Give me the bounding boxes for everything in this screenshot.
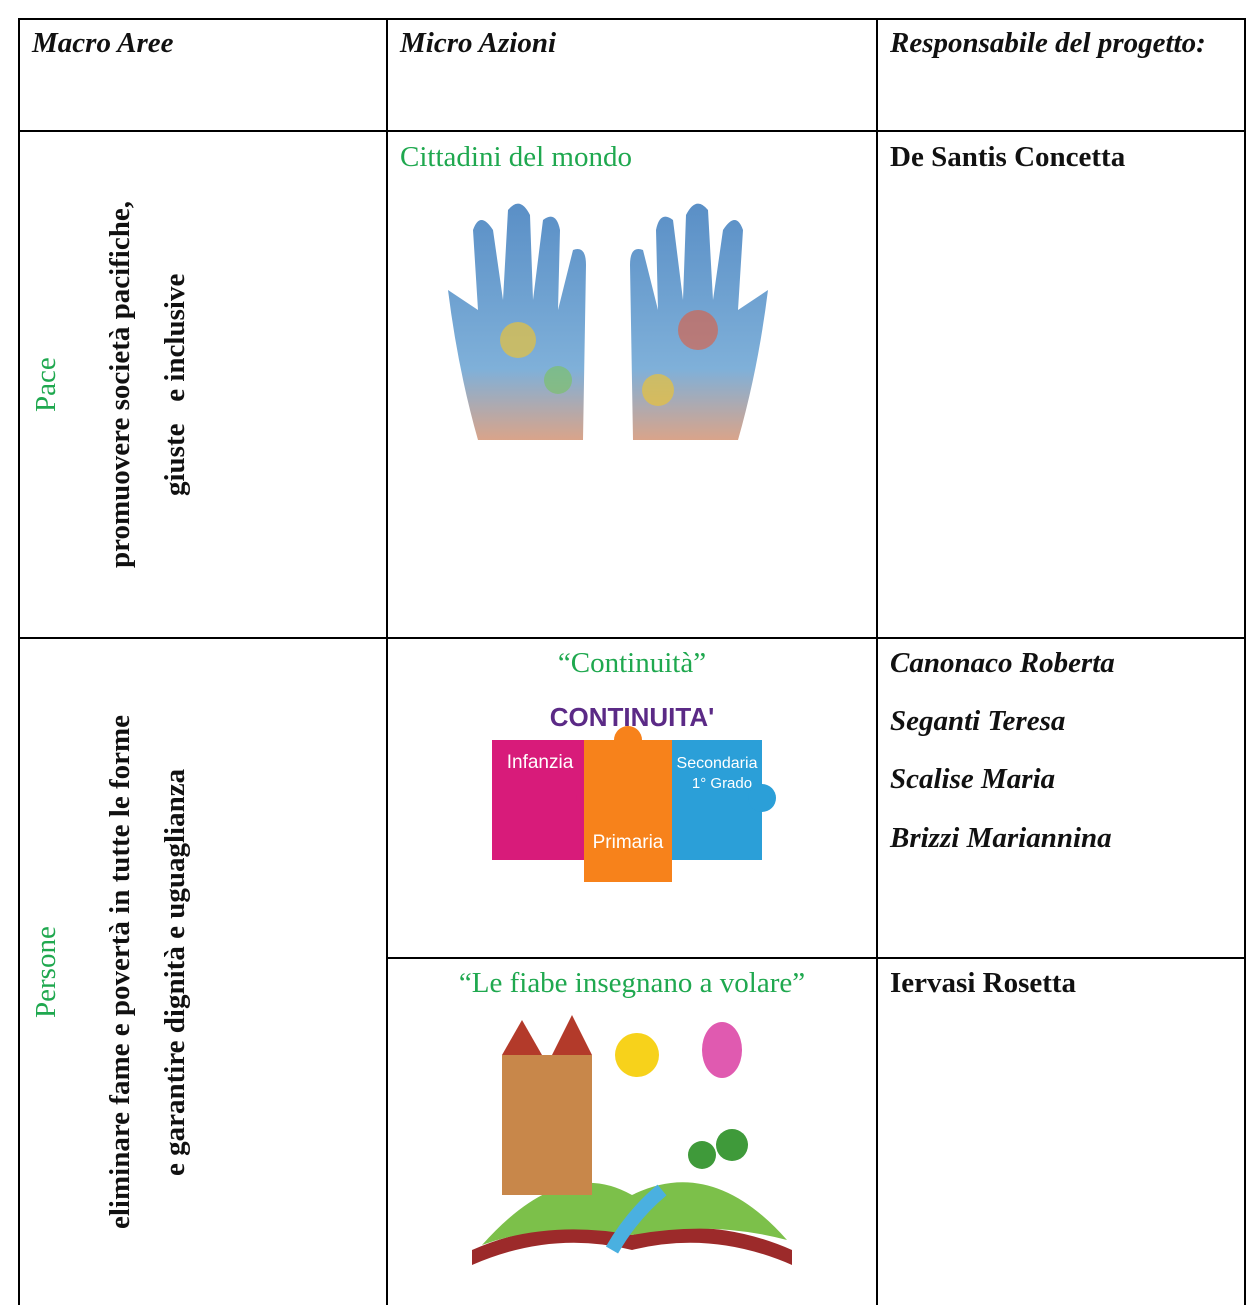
border — [876, 18, 878, 1305]
action-title: Cittadini del mondo — [400, 141, 632, 173]
border — [18, 130, 1246, 132]
area: Pace — [30, 357, 62, 412]
image-text: Secondaria — [677, 755, 758, 772]
goal-line: giuste e inclusive — [159, 273, 191, 496]
goal-line: e garantire dignità e uguaglianza — [159, 768, 191, 1176]
fairytale-image — [472, 1015, 792, 1265]
border — [386, 18, 388, 1305]
area: Persone — [30, 926, 62, 1018]
puzzle-image: CONTINUITA' Infanzia Primaria Secondaria… — [492, 702, 776, 882]
responsible: De Santis Concetta — [890, 141, 1126, 173]
responsible: Brizzi Mariannina — [890, 822, 1112, 854]
responsible: Canonaco Roberta — [890, 647, 1115, 679]
action-title: “Le fiabe insegnano a volare” — [458, 967, 806, 999]
image-text: Primaria — [593, 832, 664, 853]
border — [18, 637, 1246, 639]
border — [387, 957, 1246, 959]
header-cell: Macro Aree — [32, 27, 174, 59]
border — [18, 18, 1246, 20]
action-title: “Continuità” — [557, 647, 707, 679]
responsible: Scalise Maria — [890, 763, 1056, 795]
image-text: Infanzia — [507, 752, 574, 773]
responsible: Seganti Teresa — [890, 705, 1066, 737]
header-cell: Micro Azioni — [400, 27, 557, 59]
goal-line: promuovere società pacifiche, — [104, 201, 136, 568]
image-text: 1° Grado — [692, 775, 752, 792]
responsible: Iervasi Rosetta — [890, 967, 1077, 999]
image-text: CONTINUITA' — [550, 702, 715, 732]
border — [18, 18, 20, 1305]
border — [1244, 18, 1246, 1305]
header-cell: Responsabile del progetto: — [890, 27, 1206, 59]
goal-line: eliminare fame e povertà in tutte le for… — [104, 714, 136, 1230]
hands-image — [448, 203, 768, 440]
